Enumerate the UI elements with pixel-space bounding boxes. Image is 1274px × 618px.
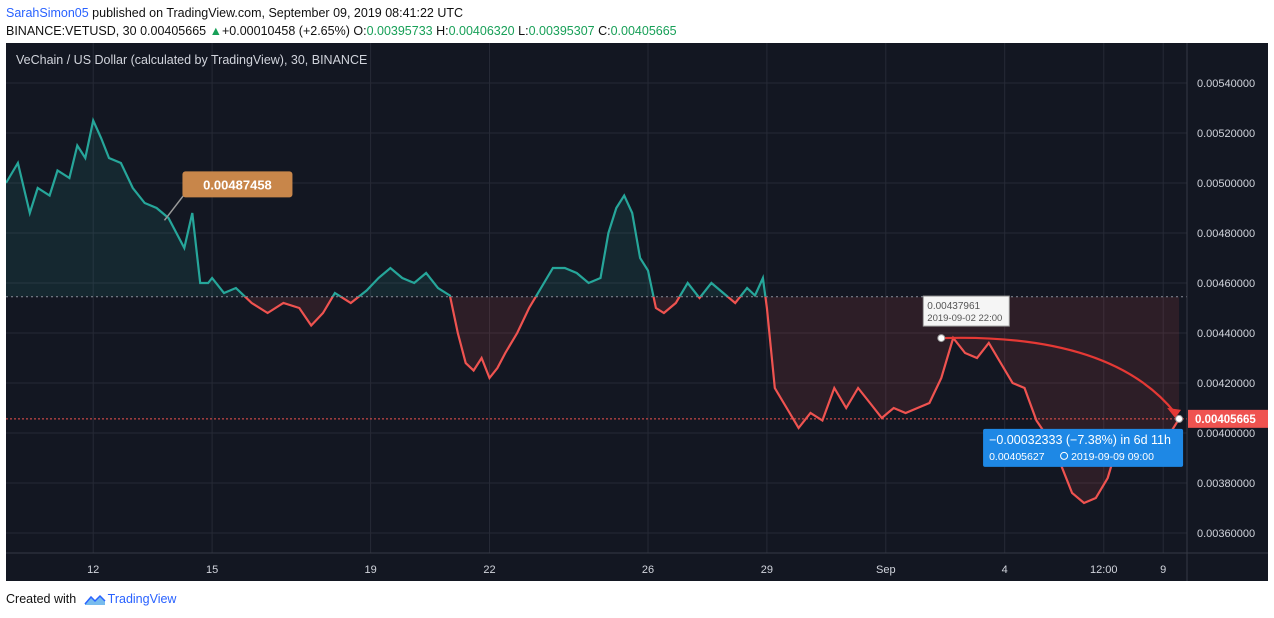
point-label-price: 0.00437961	[927, 301, 980, 312]
price-line-below	[243, 296, 1181, 505]
measure-line2-date: 2019-09-09 09:00	[1071, 451, 1154, 463]
x-tick-label: 15	[206, 564, 218, 576]
chart-header: SarahSimon05 published on TradingView.co…	[6, 4, 677, 40]
high-value: 0.00406320	[448, 24, 515, 38]
clock-icon	[1060, 451, 1069, 460]
high-label: H:	[436, 24, 449, 38]
last-price: 0.00405665	[140, 24, 207, 38]
arrowhead-icon	[1167, 407, 1182, 418]
footer: Created with TradingView	[6, 592, 176, 606]
y-tick-label: 0.00380000	[1197, 478, 1255, 490]
callout-box	[182, 171, 293, 198]
chart-title: VeChain / US Dollar (calculated by Tradi…	[16, 53, 367, 67]
measure-end-point	[1175, 414, 1184, 423]
change-value: +0.00010458 (+2.65%)	[221, 24, 350, 38]
x-tick-label: Sep	[876, 564, 896, 576]
up-arrow-icon: ▲	[209, 24, 222, 38]
y-tick-label: 0.00360000	[1197, 528, 1255, 540]
tradingview-logo-icon	[84, 594, 106, 605]
author-link[interactable]: SarahSimon05	[6, 6, 89, 20]
y-tick-label: 0.00400000	[1197, 428, 1255, 440]
callout-pointer	[163, 193, 186, 221]
y-tick-label: 0.00460000	[1197, 278, 1255, 290]
measure-box	[983, 428, 1184, 467]
point-label-date: 2019-09-02 22:00	[927, 313, 1002, 324]
open-label: O:	[353, 24, 367, 38]
x-tick-label: 12:00	[1090, 564, 1118, 576]
open-value: 0.00395733	[366, 24, 433, 38]
chart-panel[interactable]: 0.00405665 0.00487458 0.00437961 2019-09-02…	[6, 43, 1268, 581]
measure-line1: −0.00032333 (−7.38%) in 6d 11h	[989, 433, 1171, 447]
area-fill-below	[6, 296, 1180, 503]
area-fill-above	[6, 120, 1180, 297]
y-tick-label: 0.00500000	[1197, 178, 1255, 190]
price-chart[interactable]: 0.00405665 0.00487458 0.004379612019-09-02…	[6, 43, 1268, 581]
low-label: L:	[518, 24, 529, 38]
measure-start-point	[937, 334, 946, 343]
x-tick-label: 26	[642, 564, 654, 576]
close-value: 0.00405665	[610, 24, 677, 38]
y-tick-label: 0.00420000	[1197, 378, 1255, 390]
published-text: published on TradingView.com, September …	[88, 6, 464, 20]
callout-label: 0.00487458	[203, 177, 272, 192]
created-with-label: Created with	[6, 592, 77, 606]
close-label: C:	[598, 24, 611, 38]
last-price-tag-label: 0.00405665	[1195, 414, 1256, 426]
tradingview-brand[interactable]: TradingView	[107, 592, 177, 606]
x-tick-label: 12	[87, 564, 99, 576]
symbol-label: BINANCE:VETUSD, 30	[6, 24, 137, 38]
measure-line2-price: 0.00405627	[989, 451, 1045, 463]
y-tick-label: 0.00480000	[1197, 228, 1255, 240]
x-tick-label: 19	[364, 564, 376, 576]
y-tick-label: 0.00520000	[1197, 128, 1255, 140]
x-tick-label: 4	[1002, 564, 1008, 576]
last-price-tag	[1188, 409, 1268, 428]
x-tick-label: 9	[1160, 564, 1166, 576]
measure-arrow	[941, 336, 1176, 414]
low-value: 0.00395307	[528, 24, 595, 38]
y-tick-label: 0.00540000	[1197, 78, 1255, 90]
x-tick-label: 22	[483, 564, 495, 576]
y-tick-label: 0.00440000	[1197, 328, 1255, 340]
point-label-box	[922, 295, 1010, 327]
x-tick-label: 29	[761, 564, 773, 576]
price-line-above	[6, 116, 767, 297]
